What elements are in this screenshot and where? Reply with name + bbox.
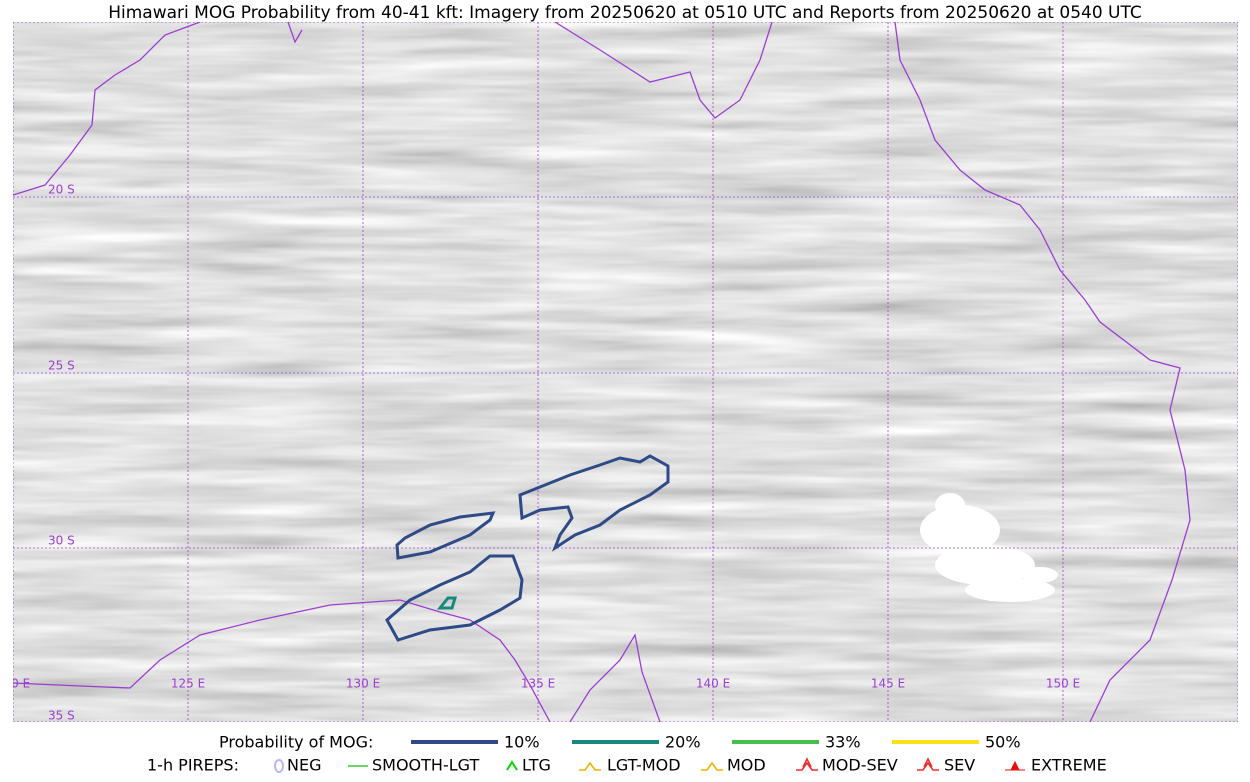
- cloud-patch: [920, 493, 1058, 602]
- legend-entry: EXTREME: [1031, 756, 1107, 775]
- legend-entry: SMOOTH-LGT: [372, 756, 479, 775]
- legend: 10% 20% 33% 50% NEG SMOOTH-LGT LTG LGT-MOD MOD MO…: [274, 733, 1107, 775]
- lat-label: 30 S: [48, 534, 75, 548]
- legend-entry: LTG: [522, 756, 551, 775]
- map: 20 S 25 S 30 S 35 S 120 E 125 E 130 E 13…: [0, 22, 1238, 723]
- legend-entry: 10%: [504, 733, 540, 752]
- legend-entry: 33%: [825, 733, 861, 752]
- legend-icon: [796, 761, 818, 771]
- mog-contour-20: [436, 596, 458, 610]
- lon-label: 130 E: [346, 677, 380, 691]
- lon-label: 150 E: [1046, 677, 1080, 691]
- legend-entry: 20%: [665, 733, 701, 752]
- legend-icon: [701, 761, 723, 771]
- lon-label: 145 E: [871, 677, 905, 691]
- legend-icon: [917, 761, 939, 771]
- legend-label: 1-h PIREPS:: [147, 756, 239, 775]
- title: Himawari MOG Probability from 40-41 kft:…: [108, 3, 1142, 23]
- legend-entry: 50%: [985, 733, 1021, 752]
- lon-label: 120 E: [0, 677, 30, 691]
- legend-icon: [579, 761, 601, 771]
- lon-label: 135 E: [521, 677, 555, 691]
- coastline: [13, 22, 1191, 722]
- lat-label: 25 S: [48, 359, 75, 373]
- legend-icon: [923, 757, 933, 768]
- legend-icon: [506, 760, 518, 771]
- lat-label: 20 S: [48, 183, 75, 197]
- legend-entry: SEV: [944, 756, 975, 775]
- legend-entry: MOD-SEV: [822, 756, 898, 775]
- lon-label: 125 E: [171, 677, 205, 691]
- graticule: [13, 22, 1238, 722]
- legend-entry: LGT-MOD: [607, 756, 681, 775]
- legend-icon: [274, 759, 284, 773]
- legend-label: Probability of MOG:: [219, 733, 373, 752]
- legend-entry: MOD: [727, 756, 766, 775]
- lat-label: 35 S: [48, 709, 75, 723]
- satellite-image: [13, 22, 1238, 722]
- mog-contour-10: [385, 454, 670, 642]
- lon-label: 140 E: [696, 677, 730, 691]
- legend-entry: NEG: [287, 756, 321, 775]
- legend-icon: [802, 757, 812, 768]
- legend-icon: [1005, 760, 1025, 771]
